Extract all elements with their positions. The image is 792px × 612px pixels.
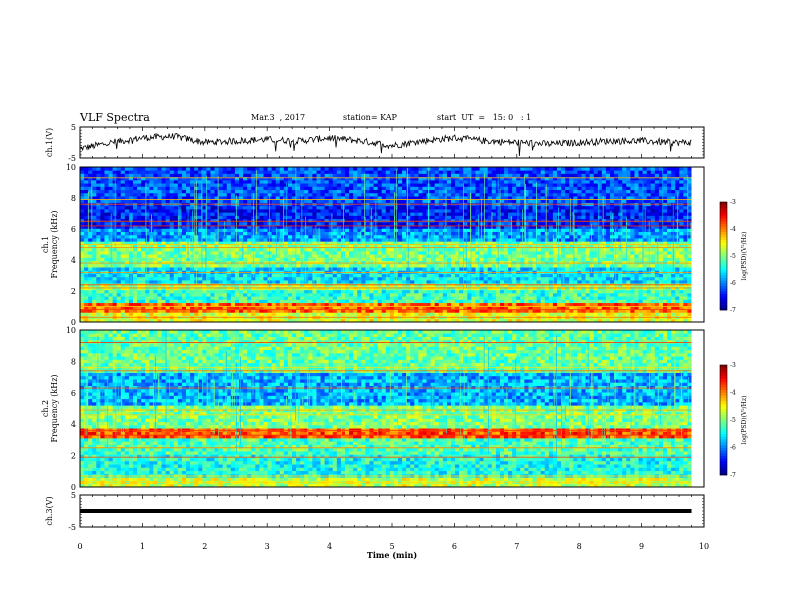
y-tick-label: -5 [68, 523, 76, 532]
colorbar-tick-label: -3 [730, 362, 736, 369]
no-data-region [691, 330, 704, 487]
x-tick-label: 10 [699, 542, 709, 551]
colorbar-tick-label: -4 [730, 390, 736, 397]
y-axis-label: ch.2 [41, 400, 50, 417]
y-tick-label: 6 [71, 225, 76, 234]
x-tick-label: 4 [327, 542, 332, 551]
date-label: Mar.3 , 2017 [251, 113, 306, 122]
y-axis-label: ch.1 [41, 236, 50, 253]
y-tick-label: 8 [71, 357, 76, 366]
y-tick-label: 5 [71, 491, 76, 500]
station-label: station= KAP [343, 113, 397, 122]
spectrogram-2 [80, 330, 692, 488]
colorbar-tick-label: -6 [730, 280, 736, 287]
panel-frame [79, 126, 705, 159]
x-tick-label: 7 [514, 542, 519, 551]
colorbar-tick-label: -7 [730, 307, 736, 314]
colorbar-tick-label: -5 [730, 417, 736, 424]
colorbar-label: log(PSD)(V²/Hz) [741, 232, 748, 281]
colorbar-1 [720, 202, 727, 311]
x-tick-label: 2 [202, 542, 207, 551]
y-tick-label: 10 [66, 326, 76, 335]
x-tick-label: 6 [452, 542, 457, 551]
y-tick-label: 0 [71, 483, 76, 492]
y-axis-label: ch.1(V) [45, 128, 54, 157]
y-axis-label: Frequency (kHz) [50, 210, 59, 278]
y-tick-label: 2 [71, 452, 76, 461]
colorbar-label: log(PSD)(V²/Hz) [741, 396, 748, 445]
y-tick-label: 2 [71, 287, 76, 296]
y-tick-label: 0 [71, 318, 76, 327]
colorbar-frame [719, 364, 728, 476]
x-tick-label: 9 [639, 542, 644, 551]
x-tick-label: 0 [77, 542, 82, 551]
panel-frame [79, 166, 705, 323]
y-tick-label: 6 [71, 389, 76, 398]
colorbar-tick-label: -3 [730, 199, 736, 206]
x-tick-label: 1 [140, 542, 145, 551]
y-tick-label: 8 [71, 194, 76, 203]
x-tick-label: 5 [389, 542, 394, 551]
x-tick-label: 8 [577, 542, 582, 551]
colorbar-tick-label: -7 [730, 472, 736, 479]
y-tick-label: 4 [71, 256, 76, 265]
y-axis-label: Frequency (kHz) [50, 374, 59, 442]
x-axis-label: Time (min) [367, 550, 417, 560]
x-tick-label: 3 [265, 542, 270, 551]
y-axis-label: ch.3(V) [45, 496, 54, 525]
y-tick-label: 10 [66, 163, 76, 172]
colorbar-2 [720, 365, 727, 476]
colorbar-tick-label: -6 [730, 445, 736, 452]
no-data-region [691, 167, 704, 322]
panel-frame [79, 329, 705, 488]
colorbar-tick-label: -5 [730, 253, 736, 260]
chart-title: VLF Spectra [80, 111, 150, 124]
y-tick-label: 5 [71, 123, 76, 132]
colorbar-tick-label: -4 [730, 226, 736, 233]
colorbar-frame [719, 201, 728, 311]
y-tick-label: 4 [71, 420, 76, 429]
y-tick-label: -5 [68, 154, 76, 163]
ch1-waveform-line [80, 132, 692, 157]
start-time-label: start UT = 15: 0 : 1 [437, 113, 532, 122]
